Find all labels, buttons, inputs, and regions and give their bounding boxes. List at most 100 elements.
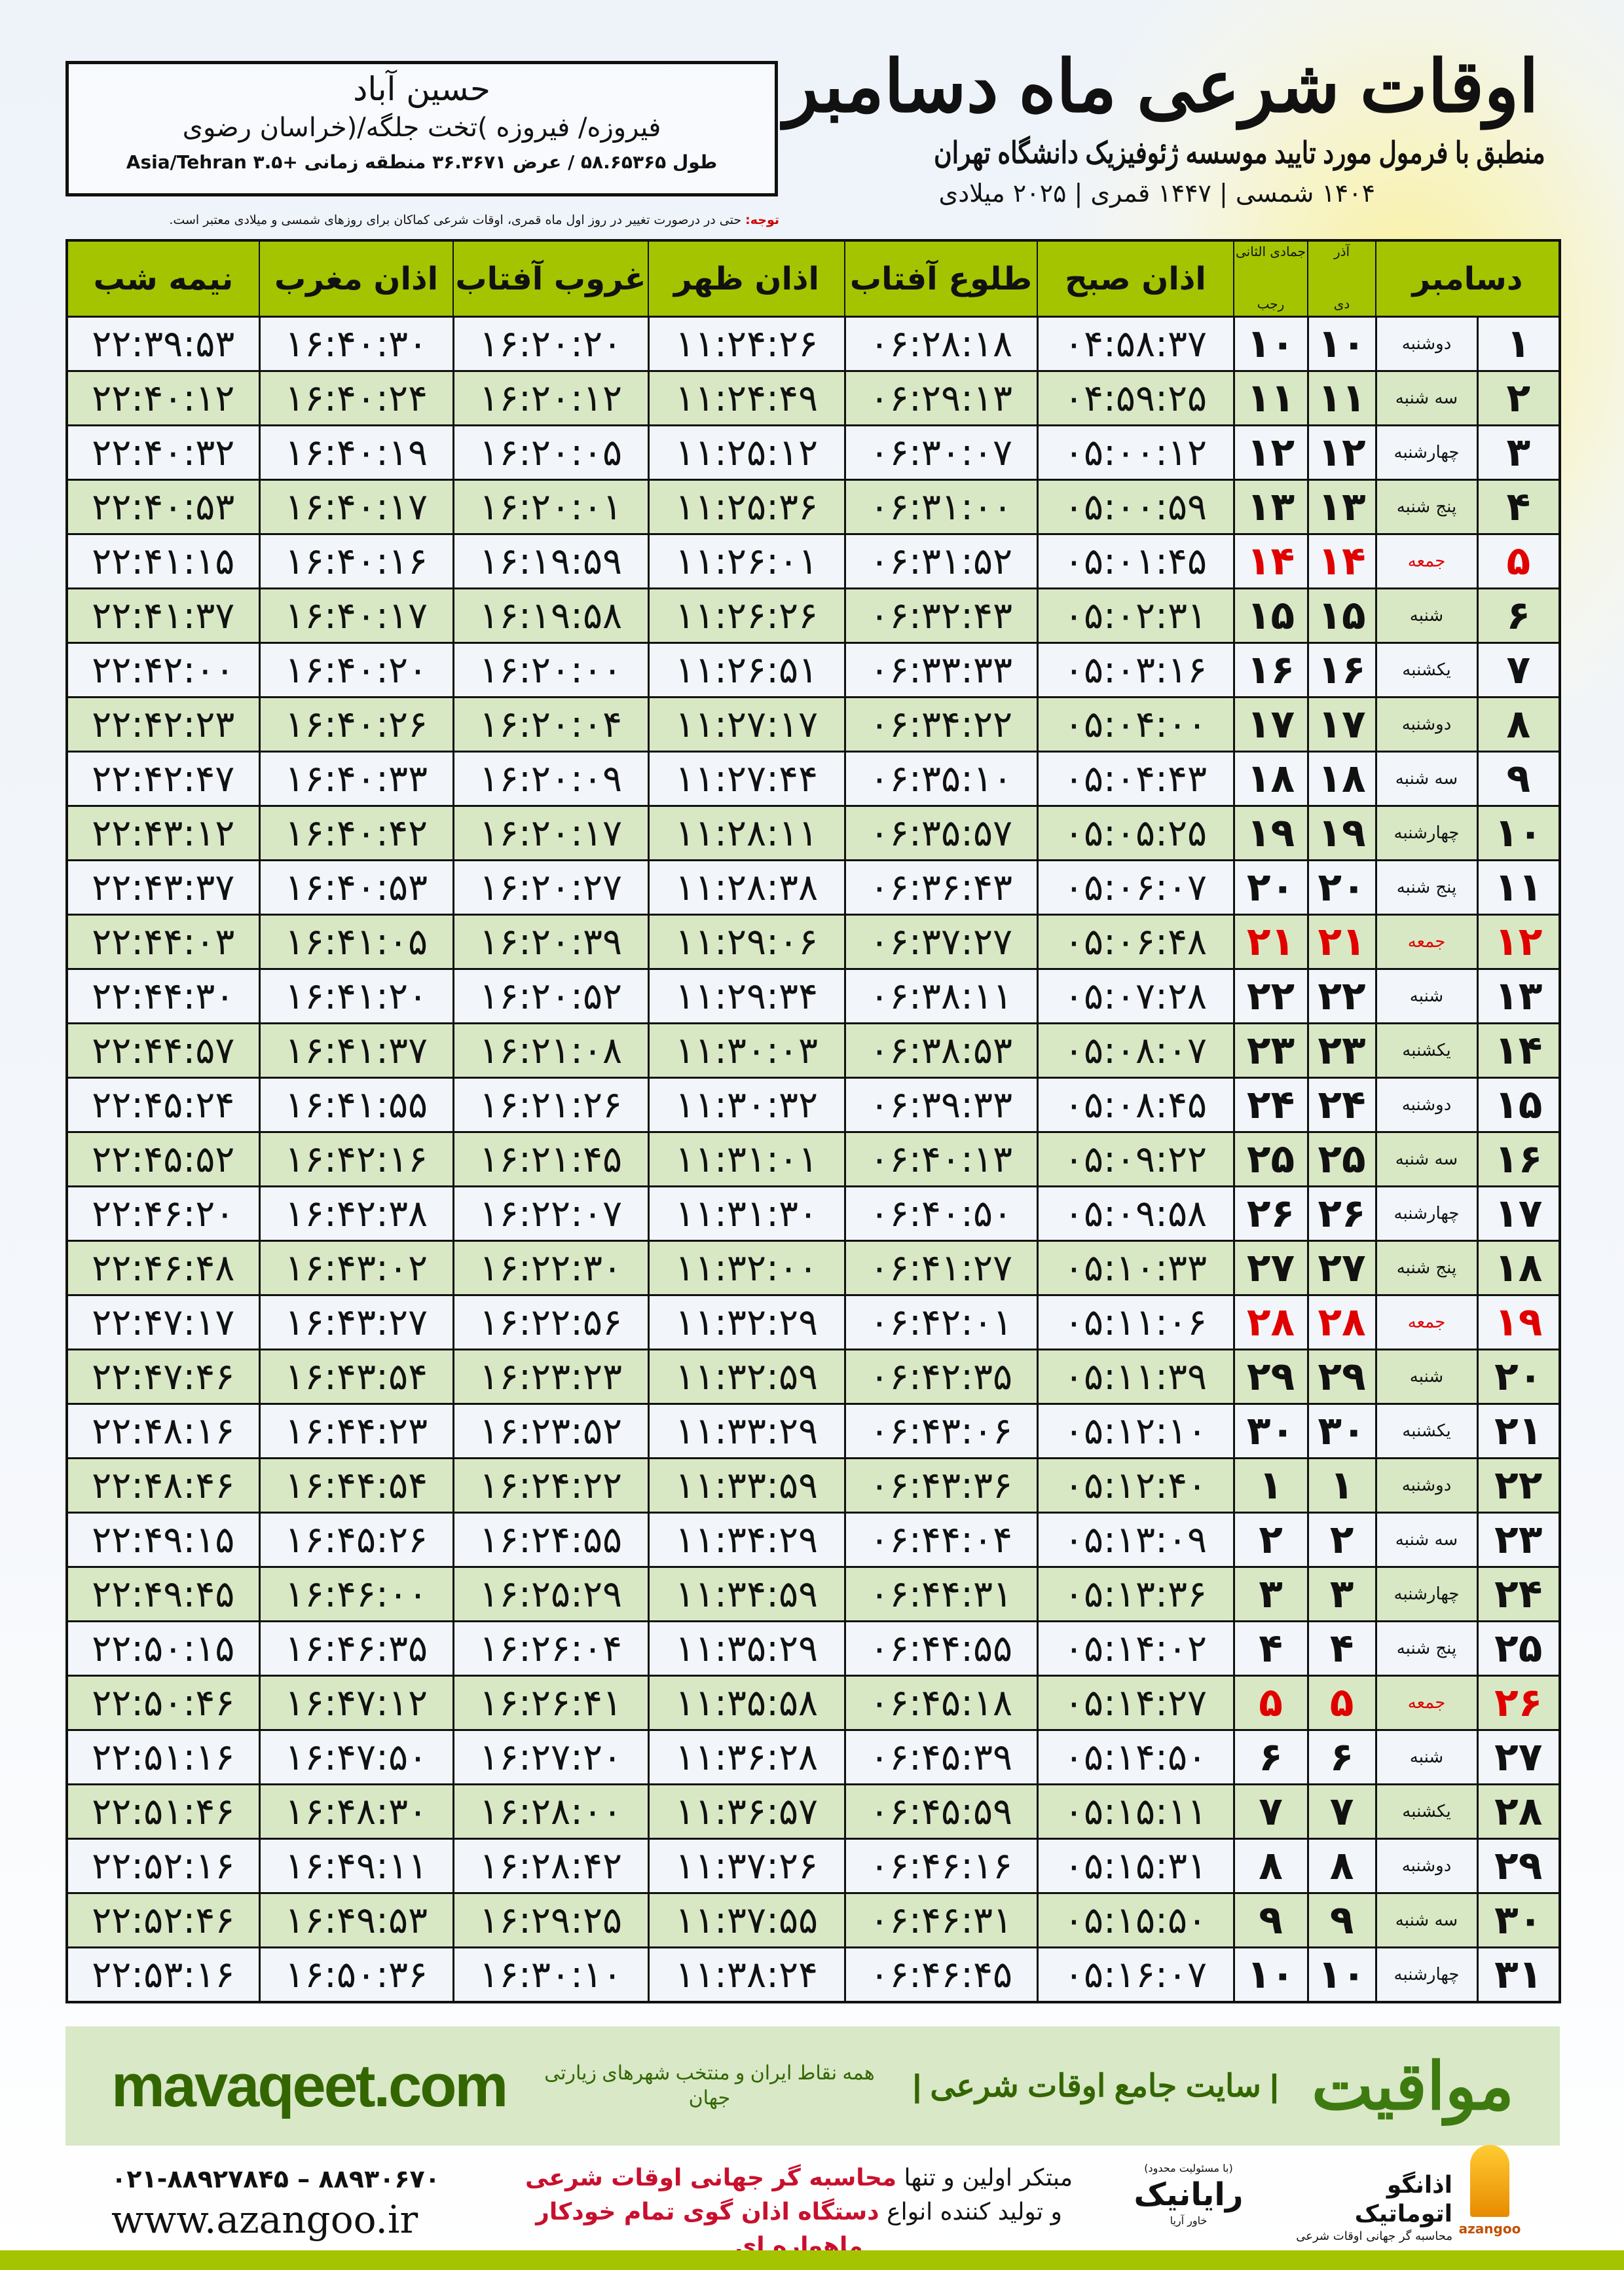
day-number: ۳۰ xyxy=(1476,1892,1561,1948)
fajr-time: ۰۵:۰۸:۴۵ xyxy=(1036,1077,1235,1133)
day-number: ۱۴ xyxy=(1476,1022,1561,1079)
midnight-time: ۲۲:۵۱:۱۶ xyxy=(65,1729,261,1785)
table-row: ۱۹ جمعه ۲۸ ۲۸ ۰۵:۱۱:۰۶ ۰۶:۴۲:۰۱ ۱۱:۳۲:۲۹ ۱۶:۲۲:… xyxy=(65,1294,1561,1350)
day-number: ۱۰ xyxy=(1476,805,1561,861)
lunar-day: ۱۴ xyxy=(1232,533,1309,589)
brand-slogan-sub: همه نقاط ایران و منتخب شهرهای زیارتی جها… xyxy=(544,2062,875,2109)
promo-line2-highlight: دستگاه اذان گوی تمام خودکار ماهواره ای xyxy=(536,2199,879,2260)
midnight-time: ۲۲:۴۲:۰۰ xyxy=(65,642,261,698)
weekday: دوشنبه xyxy=(1375,316,1479,372)
sunset-time: ۱۶:۲۰:۱۲ xyxy=(452,370,650,426)
sunrise-time: ۰۶:۳۰:۰۷ xyxy=(843,424,1039,481)
dhuhr-time: ۱۱:۲۴:۴۹ xyxy=(647,370,846,426)
day-number: ۲۷ xyxy=(1476,1729,1561,1785)
weekday: چهارشنبه xyxy=(1375,1946,1479,2003)
fajr-time: ۰۵:۰۲:۳۱ xyxy=(1036,587,1235,644)
promo-line1-highlight: محاسبه گر جهانی اوقات شرعی xyxy=(525,2165,897,2191)
coordinates: طول ۵۸.۶۵۳۶۵ / عرض ۳۶.۳۶۷۱ منطقه زمانی +… xyxy=(126,151,718,173)
sunset-time: ۱۶:۲۸:۰۰ xyxy=(452,1783,650,1840)
fajr-time: ۰۴:۵۸:۳۷ xyxy=(1036,316,1235,372)
lunar-day: ۱۵ xyxy=(1232,587,1309,644)
lunar-day: ۸ xyxy=(1232,1838,1309,1894)
weekday: شنبه xyxy=(1375,1729,1479,1785)
maghrib-time: ۱۶:۴۰:۳۳ xyxy=(258,751,454,807)
weekday: سه شنبه xyxy=(1375,1131,1479,1187)
sunset-time: ۱۶:۲۳:۲۳ xyxy=(452,1349,650,1405)
day-number: ۱۵ xyxy=(1476,1077,1561,1133)
solar-day: ۱۰ xyxy=(1306,1946,1377,2003)
sunrise-time: ۰۶:۳۲:۴۳ xyxy=(843,587,1039,644)
rayanik-note: (با مسئولیت محدود) xyxy=(1144,2162,1233,2174)
fajr-time: ۰۵:۱۰:۳۳ xyxy=(1036,1240,1235,1296)
midnight-time: ۲۲:۴۶:۲۰ xyxy=(65,1185,261,1242)
sunset-time: ۱۶:۲۶:۴۱ xyxy=(452,1675,650,1731)
fajr-time: ۰۵:۱۵:۱۱ xyxy=(1036,1783,1235,1840)
solar-day: ۱۸ xyxy=(1306,751,1377,807)
maghrib-time: ۱۶:۴۹:۵۳ xyxy=(258,1892,454,1948)
header-lunar-bottom: رجب xyxy=(1257,296,1285,312)
dhuhr-time: ۱۱:۲۵:۱۲ xyxy=(647,424,846,481)
solar-day: ۷ xyxy=(1306,1783,1377,1840)
header-midnight: نیمه شب xyxy=(66,240,260,317)
weekday: پنج شنبه xyxy=(1375,1620,1479,1677)
table-row: ۱۴ یکشنبه ۲۳ ۲۳ ۰۵:۰۸:۰۷ ۰۶:۳۸:۵۳ ۱۱:۳۰:۰۳ ۱۶:۲… xyxy=(65,1022,1561,1079)
lunar-day: ۱۲ xyxy=(1232,424,1309,481)
sunset-time: ۱۶:۲۲:۰۷ xyxy=(452,1185,650,1242)
page-title: اوقات شرعی ماه دسامبر xyxy=(784,47,1539,127)
maghrib-time: ۱۶:۴۴:۲۳ xyxy=(258,1403,454,1459)
midnight-time: ۲۲:۴۴:۵۷ xyxy=(65,1022,261,1079)
sunrise-time: ۰۶:۳۵:۵۷ xyxy=(843,805,1039,861)
maghrib-time: ۱۶:۴۳:۰۲ xyxy=(258,1240,454,1296)
midnight-time: ۲۲:۵۰:۱۵ xyxy=(65,1620,261,1677)
day-number: ۱۷ xyxy=(1476,1185,1561,1242)
weekday: یکشنبه xyxy=(1375,1022,1479,1079)
fajr-time: ۰۵:۱۴:۵۰ xyxy=(1036,1729,1235,1785)
sunrise-time: ۰۶:۴۶:۱۶ xyxy=(843,1838,1039,1894)
midnight-time: ۲۲:۳۹:۵۳ xyxy=(65,316,261,372)
weekday: چهارشنبه xyxy=(1375,424,1479,481)
midnight-time: ۲۲:۴۰:۵۳ xyxy=(65,479,261,535)
solar-day: ۲۶ xyxy=(1306,1185,1377,1242)
azangoo-url[interactable]: www.azangoo.ir xyxy=(111,2197,418,2242)
dhuhr-time: ۱۱:۲۶:۵۱ xyxy=(647,642,846,698)
midnight-time: ۲۲:۵۰:۴۶ xyxy=(65,1675,261,1731)
header-solar-bottom: دی xyxy=(1333,296,1350,312)
dhuhr-time: ۱۱:۲۴:۲۶ xyxy=(647,316,846,372)
solar-day: ۲۹ xyxy=(1306,1349,1377,1405)
sunrise-time: ۰۶:۳۹:۳۳ xyxy=(843,1077,1039,1133)
lunar-day: ۲۳ xyxy=(1232,1022,1309,1079)
table-row: ۹ سه شنبه ۱۸ ۱۸ ۰۵:۰۴:۴۳ ۰۶:۳۵:۱۰ ۱۱:۲۷:۴۴ ۱۶:۲… xyxy=(65,751,1561,807)
lunar-day: ۳ xyxy=(1232,1566,1309,1622)
fajr-time: ۰۵:۱۱:۳۹ xyxy=(1036,1349,1235,1405)
fajr-time: ۰۴:۵۹:۲۵ xyxy=(1036,370,1235,426)
sunset-time: ۱۶:۲۴:۲۲ xyxy=(452,1457,650,1514)
lunar-day: ۱۸ xyxy=(1232,751,1309,807)
brand-logo: مواقیت xyxy=(1311,2049,1514,2123)
azangoo-name: اذانگو اتوماتیک xyxy=(1354,2172,1452,2227)
maghrib-time: ۱۶:۴۷:۵۰ xyxy=(258,1729,454,1785)
maghrib-time: ۱۶:۴۵:۲۶ xyxy=(258,1512,454,1568)
sunrise-time: ۰۶:۴۶:۴۵ xyxy=(843,1946,1039,2003)
solar-day: ۱۴ xyxy=(1306,533,1377,589)
day-number: ۶ xyxy=(1476,587,1561,644)
sunrise-time: ۰۶:۳۶:۴۳ xyxy=(843,859,1039,916)
day-number: ۲۵ xyxy=(1476,1620,1561,1677)
midnight-time: ۲۲:۴۷:۴۶ xyxy=(65,1349,261,1405)
site-url[interactable]: mavaqeet.com xyxy=(111,2052,508,2119)
table-row: ۱ دوشنبه ۱۰ ۱۰ ۰۴:۵۸:۳۷ ۰۶:۲۸:۱۸ ۱۱:۲۴:۲۶ ۱۶:۲۰… xyxy=(65,316,1561,372)
solar-day: ۲۴ xyxy=(1306,1077,1377,1133)
header-sunrise: طلوع آفتاب xyxy=(844,240,1038,317)
fajr-time: ۰۵:۱۴:۲۷ xyxy=(1036,1675,1235,1731)
lunar-day: ۵ xyxy=(1232,1675,1309,1731)
midnight-time: ۲۲:۵۳:۱۶ xyxy=(65,1946,261,2003)
dhuhr-time: ۱۱:۳۵:۵۸ xyxy=(647,1675,846,1731)
table-row: ۲ سه شنبه ۱۱ ۱۱ ۰۴:۵۹:۲۵ ۰۶:۲۹:۱۳ ۱۱:۲۴:۴۹ ۱۶:۲… xyxy=(65,370,1561,426)
day-number: ۱۶ xyxy=(1476,1131,1561,1187)
dhuhr-time: ۱۱:۳۳:۵۹ xyxy=(647,1457,846,1514)
table-row: ۲۲ دوشنبه ۱ ۱ ۰۵:۱۲:۴۰ ۰۶:۴۳:۳۶ ۱۱:۳۳:۵۹ ۱۶:۲۴:… xyxy=(65,1457,1561,1514)
dhuhr-time: ۱۱:۳۰:۳۲ xyxy=(647,1077,846,1133)
maghrib-time: ۱۶:۴۰:۱۹ xyxy=(258,424,454,481)
table-row: ۳۱ چهارشنبه ۱۰ ۱۰ ۰۵:۱۶:۰۷ ۰۶:۴۶:۴۵ ۱۱:۳۸:۲۴ ۱۶… xyxy=(65,1946,1561,2003)
weekday: جمعه xyxy=(1375,1294,1479,1350)
header-dhuhr: اذان ظهر xyxy=(648,240,845,317)
